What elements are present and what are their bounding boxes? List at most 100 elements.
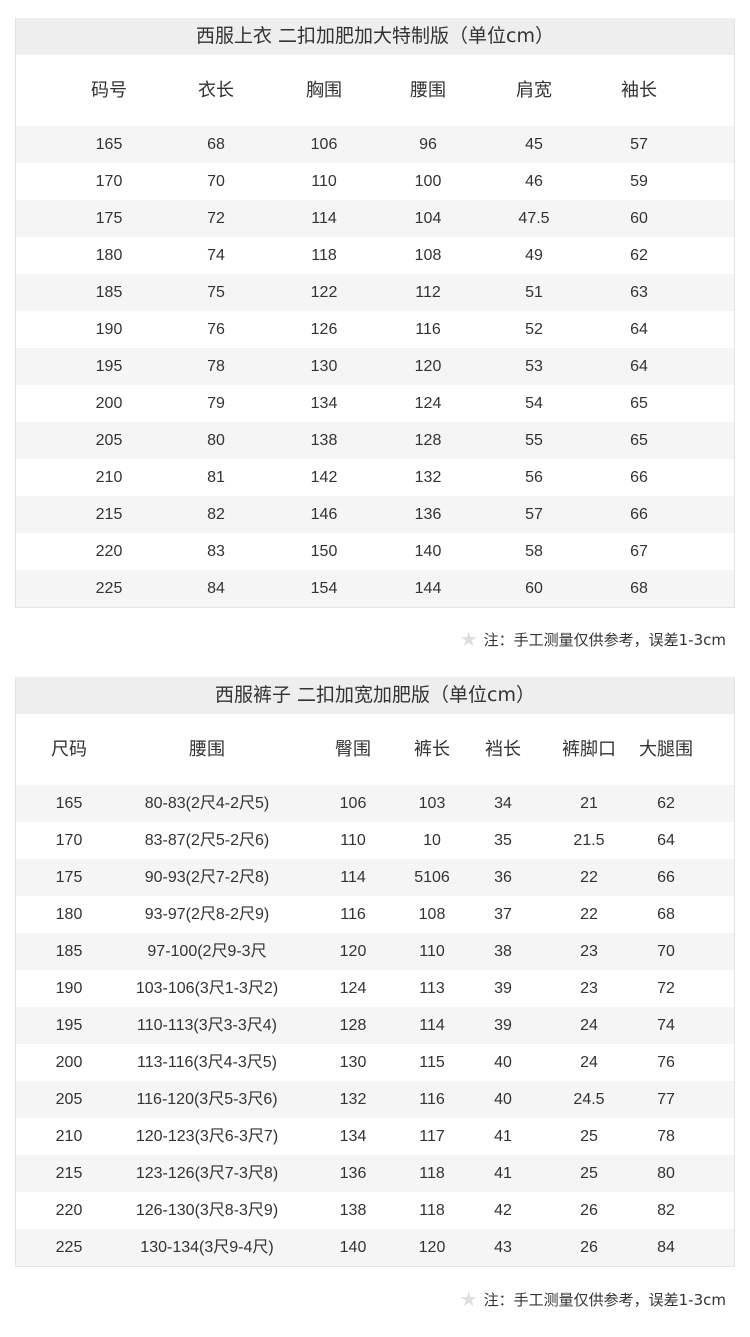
table-cell: 49 [525, 247, 543, 264]
table-cell: 103-106(3尺1-3尺2) [135, 980, 279, 997]
table-cell: 190 [95, 321, 123, 338]
table-cell: 66 [630, 469, 648, 486]
table-cell: 126 [310, 321, 338, 338]
table-row: 220 126-130(3尺8-3尺9) 138 118 42 26 82 [16, 1192, 734, 1229]
table-cell: 106 [310, 136, 338, 153]
table-cell: 77 [657, 1091, 675, 1108]
table-cell: 76 [207, 321, 225, 338]
pants-size-table: 西服裤子 二扣加宽加肥版（单位cm） 尺码 腰围 臀围 裤长 裆长 裤脚口 大腿围 165 8… [15, 677, 735, 1267]
measurement-note: ★ 注：手工测量仅供参考，误差1-3cm [460, 627, 726, 651]
table-cell: 128 [339, 1017, 367, 1034]
table-cell: 70 [207, 173, 225, 190]
table-cell: 124 [339, 980, 367, 997]
table-cell: 56 [525, 469, 543, 486]
table-row: 170 70 110 100 46 59 [16, 163, 734, 200]
table-cell: 42 [494, 1202, 512, 1219]
table-cell: 165 [55, 795, 83, 812]
table-cell: 22 [580, 869, 598, 886]
table-cell: 25 [580, 1128, 598, 1145]
jacket-size-table: 西服上衣 二扣加肥加大特制版（单位cm） 码号 衣长 胸围 腰围 肩宽 袖长 165 68 1… [15, 18, 735, 608]
table-cell: 80-83(2尺4-2尺5) [144, 795, 270, 812]
table-cell: 62 [657, 795, 675, 812]
table-cell: 59 [630, 173, 648, 190]
measurement-note: ★ 注：手工测量仅供参考，误差1-3cm [460, 1287, 726, 1311]
table-cell: 130 [310, 358, 338, 375]
table-cell: 210 [95, 469, 123, 486]
column-header: 臀围 [335, 739, 371, 760]
table-cell: 220 [95, 543, 123, 560]
star-icon: ★ [459, 1287, 478, 1311]
table-cell: 23 [580, 980, 598, 997]
table-cell: 123-126(3尺7-3尺8) [135, 1165, 279, 1182]
column-header: 腰围 [410, 80, 446, 101]
column-header: 裤脚口 [562, 739, 616, 760]
table-cell: 116 [340, 906, 366, 923]
table-cell: 128 [414, 432, 442, 449]
table-cell: 118 [419, 1165, 445, 1182]
table-cell: 106 [339, 795, 367, 812]
column-header: 腰围 [189, 739, 225, 760]
table-cell: 136 [339, 1165, 367, 1182]
column-header: 尺码 [51, 739, 87, 760]
column-header: 肩宽 [516, 80, 552, 101]
table-cell: 215 [55, 1165, 83, 1182]
table-cell: 120 [339, 943, 367, 960]
table-cell: 93-97(2尺8-2尺9) [144, 906, 270, 923]
table-cell: 110-113(3尺3-3尺4) [137, 1017, 277, 1034]
table-cell: 132 [339, 1091, 367, 1108]
table-cell: 81 [207, 469, 225, 486]
table-cell: 118 [419, 1202, 445, 1219]
table-cell: 146 [310, 506, 338, 523]
table-row: 175 72 114 104 47.5 60 [16, 200, 734, 237]
table-cell: 122 [310, 284, 338, 301]
table-cell: 60 [525, 580, 543, 597]
table-cell: 64 [657, 832, 675, 849]
table-cell: 140 [414, 543, 442, 560]
table-cell: 79 [207, 395, 225, 412]
table-cell: 120-123(3尺6-3尺7) [135, 1128, 279, 1145]
table-cell: 24 [580, 1017, 598, 1034]
table-cell: 112 [415, 284, 441, 301]
table-cell: 134 [310, 395, 338, 412]
table-cell: 225 [95, 580, 123, 597]
table-cell: 113-116(3尺4-3尺5) [137, 1054, 277, 1071]
table-title: 西服上衣 二扣加肥加大特制版（单位cm） [16, 18, 734, 55]
table-row: 185 75 122 112 51 63 [16, 274, 734, 311]
table-cell: 21.5 [573, 832, 605, 849]
table-cell: 34 [494, 795, 512, 812]
table-cell: 114 [419, 1017, 445, 1034]
table-cell: 58 [525, 543, 543, 560]
table-cell: 200 [95, 395, 123, 412]
column-header: 裤长 [414, 739, 450, 760]
table-cell: 76 [657, 1054, 675, 1071]
star-icon: ★ [459, 627, 478, 651]
table-cell: 175 [95, 210, 123, 227]
table-cell: 97-100(2尺9-3尺 [147, 943, 267, 960]
table-row: 180 93-97(2尺8-2尺9) 116 108 37 22 68 [16, 896, 734, 933]
column-header: 袖长 [621, 80, 657, 101]
table-cell: 130-134(3尺9-4尺) [140, 1239, 274, 1256]
table-cell: 82 [657, 1202, 675, 1219]
table-header: 码号 衣长 胸围 腰围 肩宽 袖长 [16, 55, 734, 126]
table-cell: 110 [340, 832, 366, 849]
table-cell: 150 [310, 543, 338, 560]
table-cell: 74 [657, 1017, 675, 1034]
column-header: 码号 [91, 80, 127, 101]
table-cell: 104 [414, 210, 442, 227]
table-cell: 114 [311, 210, 337, 227]
table-cell: 134 [339, 1128, 367, 1145]
table-cell: 68 [657, 906, 675, 923]
table-cell: 24.5 [573, 1091, 605, 1108]
table-cell: 110 [311, 173, 337, 190]
table-cell: 67 [630, 543, 648, 560]
table-cell: 5106 [414, 869, 450, 886]
table-cell: 215 [95, 506, 123, 523]
table-row: 215 123-126(3尺7-3尺8) 136 118 41 25 80 [16, 1155, 734, 1192]
table-cell: 40 [494, 1091, 512, 1108]
table-cell: 116-120(3尺5-3尺6) [136, 1091, 278, 1108]
table-cell: 24 [580, 1054, 598, 1071]
table-cell: 220 [55, 1202, 83, 1219]
table-cell: 62 [630, 247, 648, 264]
table-cell: 180 [95, 247, 123, 264]
table-cell: 64 [630, 358, 648, 375]
